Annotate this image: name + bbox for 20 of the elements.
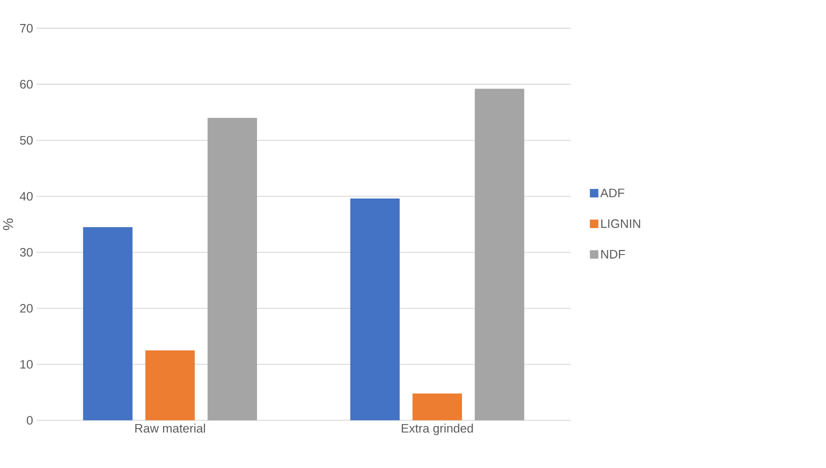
x-tick-label: Raw material [135, 423, 205, 432]
bar [83, 226, 133, 420]
legend-label: ADF [600, 188, 624, 197]
y-tick-label: 10 [20, 360, 33, 368]
y-axis-title: % [3, 218, 14, 230]
bar [350, 198, 400, 420]
bar [145, 350, 195, 420]
y-tick-label: 0 [26, 416, 33, 424]
bar [412, 393, 462, 420]
legend-label: NDF [601, 250, 625, 258]
legend-label: LIGNIN [601, 219, 640, 228]
bar [474, 88, 524, 420]
y-tick-label: 70 [20, 24, 33, 32]
y-tick-label: 60 [20, 80, 33, 88]
y-tick-label: 50 [20, 136, 33, 144]
bar [208, 118, 258, 420]
y-tick-label: 40 [20, 192, 33, 200]
x-tick-label: Extra grinded [402, 423, 473, 435]
y-tick-label: 30 [20, 248, 33, 256]
y-tick-label: 20 [20, 304, 33, 312]
